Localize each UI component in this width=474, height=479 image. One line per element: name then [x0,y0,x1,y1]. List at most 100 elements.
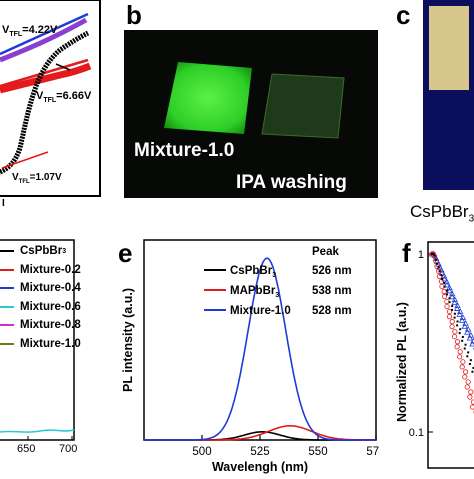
caption-mixture: Mixture-1.0 [134,140,234,162]
chart-e: 500 525 550 575 Wavelengh (nm) PL intensity (… [100,236,380,474]
x-axis-label: Wavelengh (nm) [212,460,308,474]
panel-a: VTFL=4.22V VTFL=6.66V VTFL=1.07V I [0,0,120,215]
x-tick-label: 500 [192,446,211,458]
photo-c-film [429,6,469,90]
x-tick-label: 550 [308,446,327,458]
decay-point [459,332,461,334]
photo-b: Mixture-1.0 IPA washing [124,30,378,198]
decay-point [459,328,461,330]
panel-d-legend-swatch [0,269,14,271]
panel-d-legend-swatch [0,306,14,308]
decay-point [465,344,467,346]
decay-point [471,371,473,373]
decay-point [435,259,437,261]
panel-a-bottom-mark: I [2,198,5,209]
panel-d-legend-item: Mixture-0.2 [0,261,81,280]
x-tick-label: 525 [250,446,269,458]
decay-point [447,314,451,318]
decay-point [436,263,438,265]
panel-d-legend-label: Mixture-0.8 [20,319,81,331]
decay-point [464,348,466,350]
legend-label: MAPbBr3 [230,285,279,299]
decay-point [460,365,464,369]
photo-c [423,0,474,190]
decay-point [432,253,434,255]
legend-label: CsPbBr3 [230,265,276,279]
panel-d-legend-item: Mixture-1.0 [0,335,81,354]
decay-point [468,395,472,399]
chart-f-frame [428,242,474,468]
panel-d-legend-item: Mixture-0.8 [0,316,81,335]
panel-d-legend-label: Mixture-0.4 [20,282,81,294]
caption-cspbbr-sub: 3 [469,213,474,224]
legend-peak: 538 nm [312,285,352,297]
decay-point [451,309,453,311]
panel-d-legend-item: Mixture-0.4 [0,279,81,298]
decay-point [449,301,451,303]
legend-header: Peak [312,246,339,258]
decay-point [445,304,449,308]
x-tick-label: 575 [366,446,380,458]
decay-point [462,336,464,338]
panel-d-legend-label: Mixture-0.6 [20,301,81,313]
decay-point [458,350,462,354]
panel-d-tick-700: 700 [59,443,77,455]
decay-point [452,335,456,339]
decay-point [441,278,443,280]
decay-point [453,329,457,333]
decay-point [467,336,472,341]
panel-d-legend-item: Mixture-0.6 [0,298,81,317]
panel-label-c: c [396,2,410,28]
decay-point [463,375,467,379]
y-axis-label: PL intensity (a.u.) [121,288,135,392]
decay-point [440,274,442,276]
decay-point [443,282,445,284]
y-tick-label: 0.1 [409,427,424,439]
decay-point [457,355,461,359]
v-label-2: VTFL=6.66V [36,90,91,104]
decay-point [466,355,468,357]
decay-point [446,293,448,295]
panel-d-tick-650: 650 [17,443,35,455]
panel-d-legend-swatch [0,343,14,345]
fit-line-red-bottom [2,152,48,168]
v-label-3: VTFL=1.07V [12,172,62,185]
decay-point [465,330,470,335]
panel-label-b: b [126,2,142,28]
decay-point [466,380,470,384]
caption-cspbbr: CsPbBr3 [410,202,474,224]
decay-point [469,363,471,365]
decay-point [456,324,458,326]
decay-point [462,324,467,329]
y-axis-label: Normalized PL (a.u.) [395,302,409,422]
decay-point [450,319,454,323]
panel-d-legend-label: Mixture-1.0 [20,338,81,350]
panel-d-legend-swatch [0,287,14,289]
legend-peak: 528 nm [312,305,352,317]
decay-point [461,340,463,342]
decay-point [457,320,459,322]
decay-point [445,299,449,303]
panel-d-baseline [0,430,74,432]
decay-point [438,266,440,268]
panel-d-legend-label: CsPbBr [20,245,62,257]
legend-label: Mixture-1.0 [230,305,291,317]
decay-point [465,385,469,389]
decay-point [469,390,473,394]
panel-d-legend-swatch [0,324,14,326]
v-label-1: VTFL=4.22V [2,24,57,38]
caption-ipa-washing: IPA washing [236,172,347,194]
decay-point [470,342,474,347]
decay-point [439,270,441,272]
decay-point [455,345,459,349]
green-film [164,62,252,134]
decay-point [449,297,451,299]
washed-film [262,74,344,138]
legend-peak: 526 nm [312,265,352,277]
decay-point [447,309,451,313]
panel-d-legend-label: Mixture-0.2 [20,264,81,276]
decay-point [454,317,456,319]
